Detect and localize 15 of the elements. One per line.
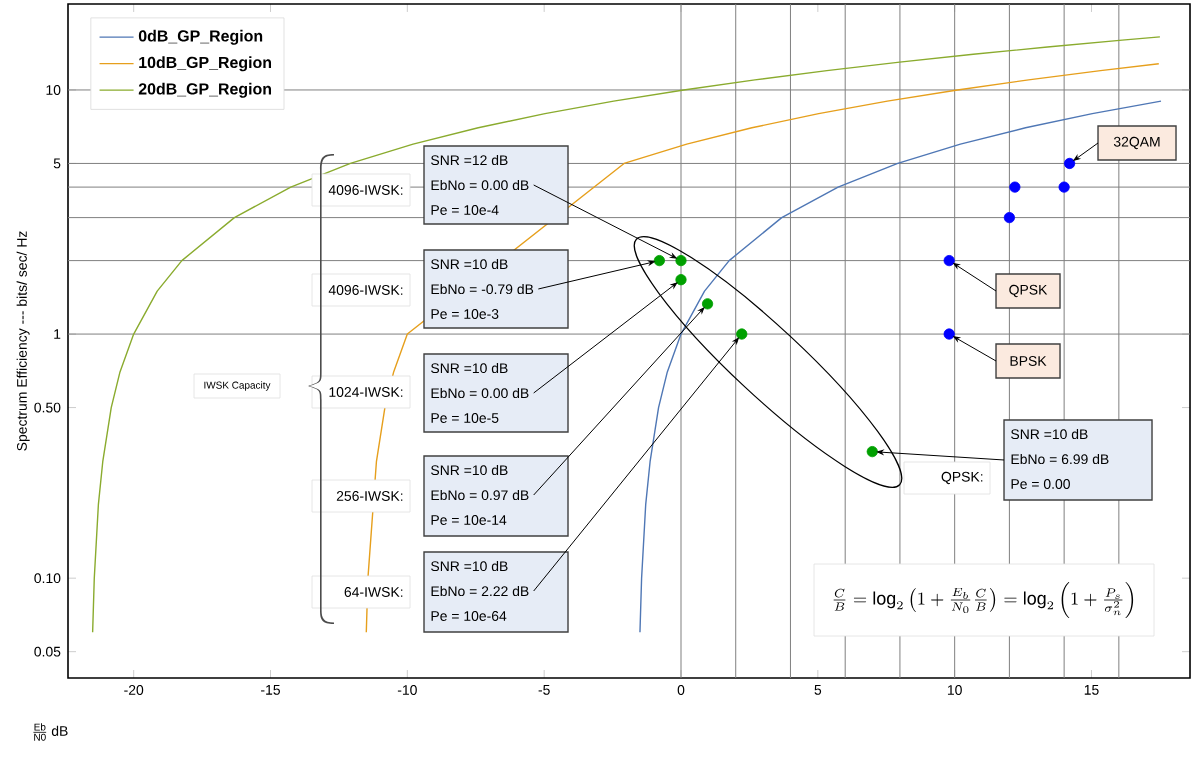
point (701, 298, 714, 310)
x-axis-title: $\frac{\mathrm{Eb}}{\mathrm{N0}}\,\mathrm{dB}$ (33, 723, 68, 741)
point (653, 254, 665, 267)
point (736, 328, 748, 340)
point (675, 274, 687, 286)
point (1058, 181, 1070, 193)
point (675, 254, 687, 267)
point (943, 254, 955, 267)
annotation: $\frac{C}{B}=\log_{2}\left(1+\frac{E_{b}}{N_{0}}\frac{C}{B}\right)=\log_{2}\left(1+\frac{P_{s}}{\sigma_{n}^{2}}\right)$ (833, 582, 1134, 618)
point (1003, 212, 1015, 224)
point (866, 446, 878, 458)
point (943, 328, 955, 340)
point (1064, 157, 1076, 170)
line-series (639, 100, 1162, 634)
point (1009, 181, 1021, 193)
